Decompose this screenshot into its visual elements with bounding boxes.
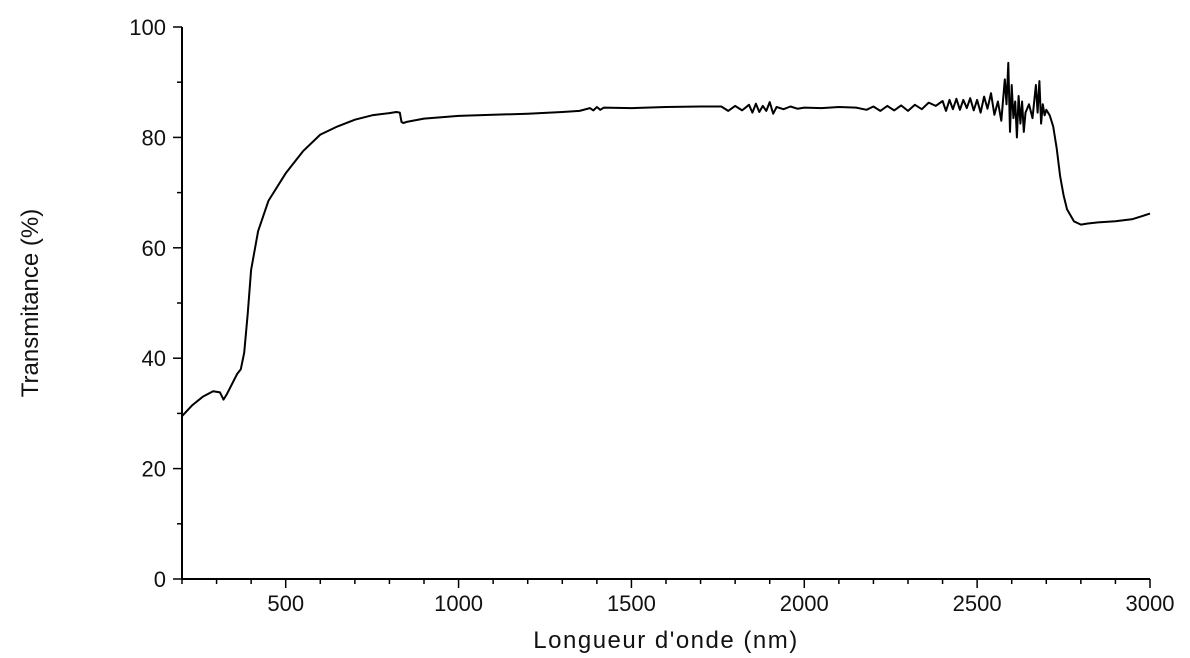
x-axis-ticks bbox=[181, 579, 1151, 588]
y-tick-label: 60 bbox=[142, 236, 166, 261]
x-tick-label: 1500 bbox=[607, 591, 656, 616]
x-tick-label: 2500 bbox=[953, 591, 1002, 616]
x-tick-label: 2000 bbox=[780, 591, 829, 616]
y-tick-label: 20 bbox=[142, 457, 166, 482]
x-axis-tick-labels: 500 1000 1500 2000 2500 3000 bbox=[267, 591, 1174, 616]
x-tick-label: 3000 bbox=[1126, 591, 1175, 616]
x-tick-label: 1000 bbox=[434, 591, 483, 616]
y-tick-label: 80 bbox=[142, 125, 166, 150]
y-tick-label: 40 bbox=[142, 346, 166, 371]
y-tick-label: 0 bbox=[154, 567, 166, 592]
transmittance-line bbox=[181, 61, 1151, 417]
y-axis-ticks bbox=[173, 26, 182, 580]
x-tick-label: 500 bbox=[267, 591, 304, 616]
x-axis-title: Longueur d'onde (nm) bbox=[533, 627, 798, 654]
y-axis-tick-labels: 0 20 40 60 80 100 bbox=[129, 15, 166, 592]
y-axis-title: Transmitance (%) bbox=[17, 209, 44, 397]
y-tick-label: 100 bbox=[129, 15, 166, 40]
